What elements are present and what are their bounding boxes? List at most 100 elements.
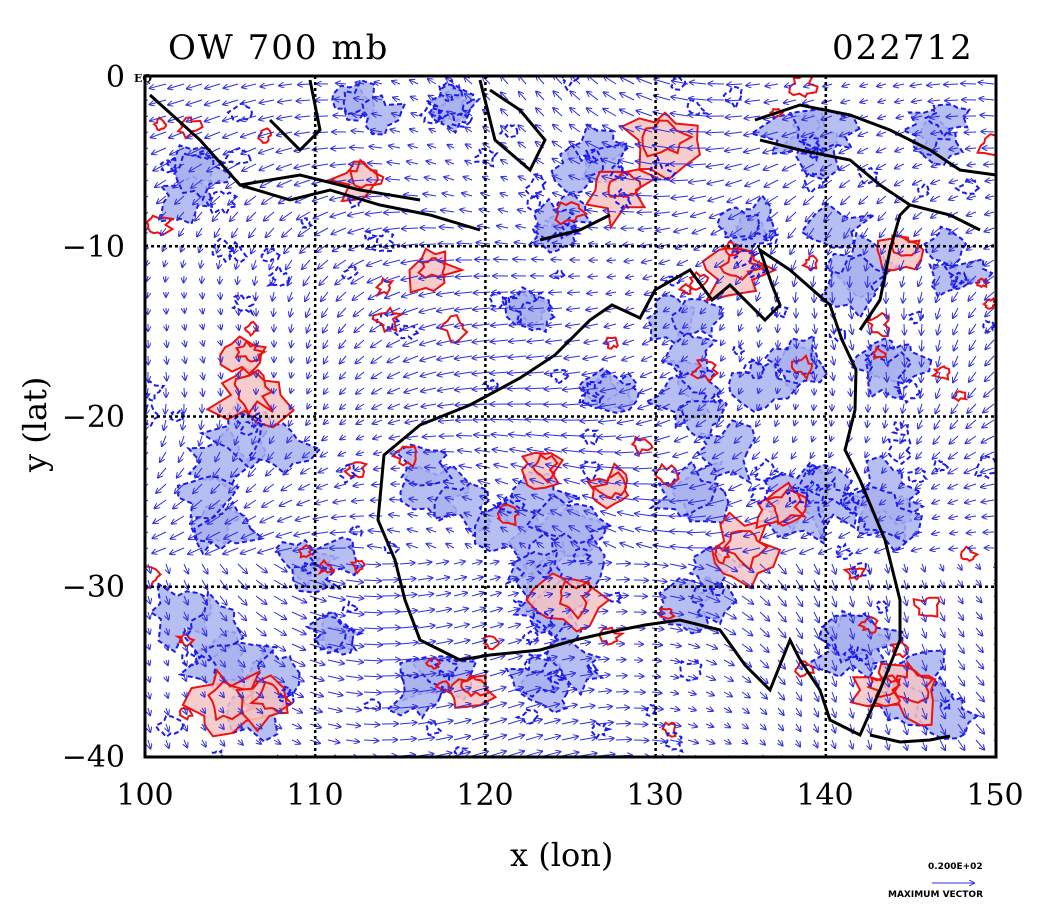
x-tick-label: 130 (626, 778, 684, 813)
wind-vector (921, 355, 922, 367)
wind-vector (390, 129, 401, 132)
wind-vector (663, 292, 671, 296)
wind-vector (490, 767, 506, 772)
wind-vector (384, 212, 401, 213)
wind-vector (297, 211, 311, 219)
wind-vector (733, 451, 743, 459)
wind-vector (408, 145, 419, 148)
wind-vector (904, 611, 907, 622)
wind-vector (741, 627, 752, 636)
wind-vector (471, 561, 482, 564)
wind-vector (568, 292, 581, 293)
wind-vector (934, 419, 941, 429)
wind-vector (417, 562, 431, 564)
wind-vector (736, 275, 743, 284)
wind-vector (580, 451, 599, 452)
wind-vector (759, 339, 760, 347)
wind-vector (173, 179, 185, 188)
wind-vector (496, 480, 509, 485)
wind-vector (619, 177, 635, 180)
wind-vector (563, 450, 581, 452)
wind-vector (669, 644, 681, 646)
wind-vector (264, 211, 275, 221)
wind-vector (249, 467, 257, 476)
contour-blob (205, 189, 239, 217)
wind-vector (537, 210, 545, 212)
wind-vector (489, 608, 502, 612)
wind-vector (742, 740, 747, 744)
wind-vector (367, 259, 383, 266)
wind-vector (940, 611, 944, 621)
wind-vector (615, 563, 630, 564)
wind-vector (477, 465, 491, 468)
wind-vector (404, 195, 419, 196)
wind-vector (407, 452, 419, 453)
contour-blob (982, 319, 996, 334)
contour-blob (260, 247, 281, 264)
wind-vector (814, 371, 815, 379)
wind-vector (553, 193, 563, 196)
contour-blob (178, 706, 194, 721)
wind-vector (615, 580, 629, 581)
wind-vector (644, 324, 653, 328)
wind-vector (937, 371, 940, 382)
wind-vector (373, 420, 383, 424)
wind-vector (406, 436, 419, 438)
wind-vector (405, 404, 419, 408)
wind-vector (866, 259, 868, 271)
wind-vector (127, 260, 130, 265)
wind-vector (949, 516, 959, 518)
wind-vector (975, 627, 982, 636)
wind-vector (664, 308, 671, 311)
contour-blob (729, 345, 745, 356)
contour-blob (912, 596, 941, 618)
wind-vector (657, 419, 671, 425)
wind-vector (420, 339, 437, 345)
wind-vector (292, 772, 299, 775)
wind-vector (368, 275, 383, 283)
contour-blob (181, 650, 203, 668)
wind-vector (435, 705, 453, 709)
wind-vector (985, 355, 995, 365)
wind-vector (308, 355, 311, 363)
wind-vector (516, 226, 527, 228)
wind-vector (237, 595, 247, 605)
x-tick-label: 110 (286, 778, 344, 813)
wind-vector (952, 387, 959, 398)
wind-vector (975, 643, 983, 652)
wind-vector (473, 404, 491, 405)
wind-vector (655, 212, 671, 214)
wind-vector (726, 116, 743, 117)
wind-vector (807, 227, 815, 238)
wind-vector (645, 308, 653, 311)
wind-vector (455, 356, 473, 359)
wind-vector (598, 467, 617, 468)
wind-vector (302, 259, 311, 269)
wind-vector (829, 452, 832, 457)
wind-vector (777, 307, 778, 317)
wind-vector (669, 660, 680, 662)
wind-vector (509, 340, 527, 342)
wind-vector (333, 115, 347, 116)
wind-vector (597, 659, 608, 660)
wind-vector (683, 324, 688, 328)
wind-vector (958, 563, 962, 570)
wind-vector (566, 324, 581, 326)
wind-vector (315, 227, 329, 235)
wind-vector (336, 83, 347, 84)
wind-vector (509, 356, 527, 358)
wind-vector (653, 530, 671, 532)
wind-vector (345, 612, 364, 614)
wind-vector (526, 388, 545, 389)
wind-vector (914, 148, 923, 151)
wind-vector (260, 84, 275, 87)
wind-vector (399, 563, 415, 564)
wind-vector (939, 627, 945, 637)
wind-vector (427, 544, 437, 548)
wind-vector (814, 723, 818, 732)
wind-vector (691, 467, 707, 473)
wind-vector (332, 516, 347, 518)
wind-vector (456, 276, 473, 277)
wind-vector (453, 640, 469, 645)
wind-vector (553, 142, 563, 149)
